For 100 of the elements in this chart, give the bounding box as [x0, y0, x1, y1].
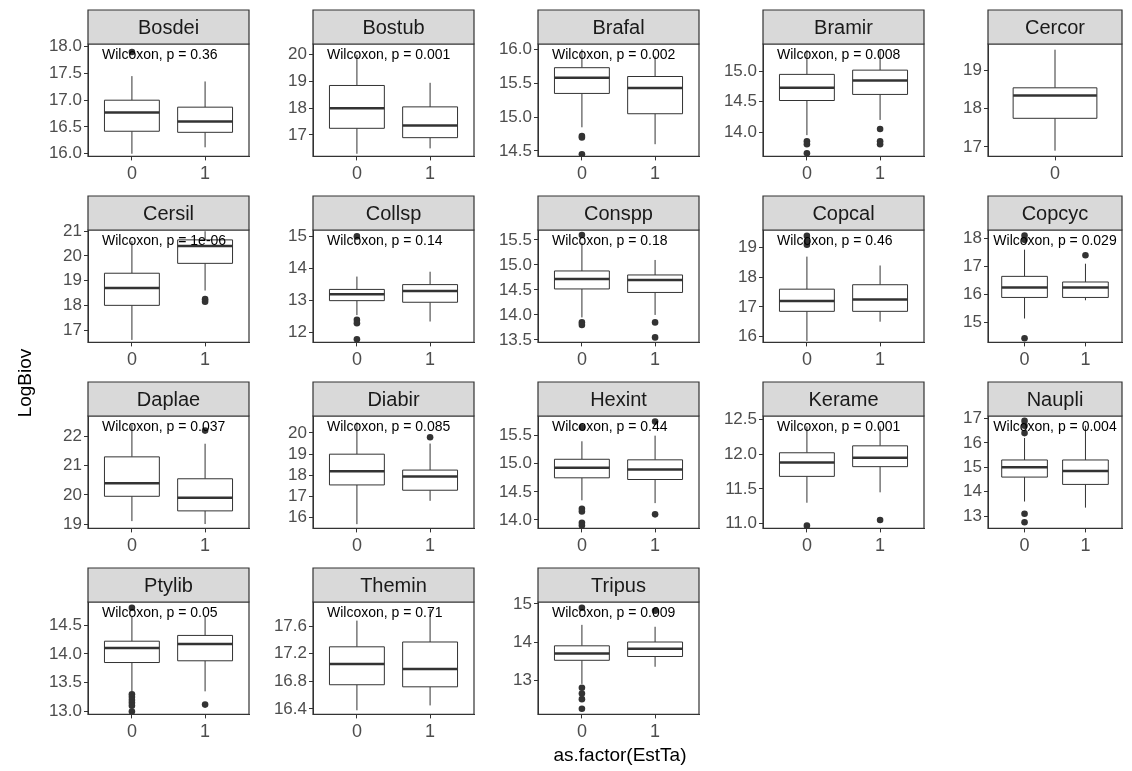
- x-tick-label: 0: [126, 535, 137, 556]
- annotation: Wilcoxon, p = 0.008: [777, 45, 901, 62]
- y-tick-label: 22: [63, 426, 82, 446]
- x-tick-label: 1: [425, 349, 436, 370]
- x-tick-label: 0: [1019, 349, 1030, 370]
- annotation: Wilcoxon, p = 0.085: [327, 417, 451, 434]
- y-tick-label: 15: [288, 226, 307, 246]
- y-tick-label: 18: [738, 267, 757, 287]
- x-tick-label: 0: [126, 349, 137, 370]
- y-tick-label: 14: [963, 481, 982, 501]
- y-tick-label: 16: [288, 507, 307, 527]
- y-tick-label: 17: [963, 408, 982, 428]
- y-tick-label: 14.0: [498, 509, 532, 529]
- annotation: Wilcoxon, p = 0.44: [552, 417, 668, 434]
- y-tick-label: 20: [288, 422, 307, 442]
- y-tick-label: 16.4: [273, 698, 307, 718]
- y-tick-label: 17: [963, 256, 982, 276]
- annotation: Wilcoxon, p = 0.002: [552, 45, 676, 62]
- y-tick-label: 13: [963, 505, 982, 525]
- y-tick-label: 17: [288, 124, 307, 144]
- y-tick-label: 19: [288, 71, 307, 91]
- y-tick-label: 14: [288, 258, 307, 278]
- y-tick-label: 12.0: [723, 443, 757, 463]
- y-tick-label: 14.0: [498, 304, 532, 324]
- chart-title: Conspp: [584, 201, 653, 224]
- x-tick-label: 0: [801, 163, 812, 184]
- annotation: Wilcoxon, p = 0.037: [102, 417, 226, 434]
- y-tick-label: 17: [963, 136, 982, 156]
- x-tick-label: 1: [650, 349, 661, 370]
- chart-title: Ptylib: [144, 573, 193, 596]
- y-tick-label: 17: [63, 319, 82, 339]
- y-tick-label: 19: [288, 443, 307, 463]
- y-tick-label: 14.0: [723, 121, 757, 141]
- chart-title: Collsp: [365, 201, 422, 224]
- x-tick-label: 0: [1049, 163, 1061, 184]
- x-tick-label: 1: [200, 349, 211, 370]
- y-tick-label: 17: [738, 296, 757, 316]
- x-tick-label: 1: [425, 535, 436, 556]
- y-tick-label: 19: [963, 60, 982, 80]
- x-tick-label: 1: [875, 535, 886, 556]
- y-tick-label: 16.0: [498, 39, 532, 59]
- y-tick-label: 13: [513, 669, 532, 689]
- y-tick-label: 13.5: [48, 672, 82, 692]
- y-tick-label: 20: [63, 484, 82, 504]
- y-tick-label: 15.5: [498, 229, 532, 249]
- y-tick-label: 15: [513, 593, 532, 613]
- chart-title: Themin: [360, 573, 427, 596]
- annotation: Wilcoxon, p = 0.36: [102, 45, 218, 62]
- y-tick-label: 15.0: [498, 453, 532, 473]
- y-tick-label: 21: [63, 455, 82, 475]
- x-tick-label: 1: [425, 163, 436, 184]
- chart-title: Daplae: [136, 387, 201, 410]
- y-tick-label: 14: [513, 631, 532, 651]
- y-tick-label: 15.5: [498, 425, 532, 445]
- y-tick-label: 17: [288, 486, 307, 506]
- chart-title: Naupli: [1026, 387, 1084, 410]
- x-tick-label: 1: [650, 721, 661, 742]
- x-tick-label: 1: [1080, 349, 1091, 370]
- x-tick-label: 0: [576, 721, 587, 742]
- y-tick-label: 17.6: [273, 615, 307, 635]
- y-tick-label: 19: [63, 513, 82, 533]
- y-tick-label: 19: [738, 237, 757, 257]
- y-tick-label: 17.0: [48, 89, 82, 109]
- x-tick-label: 1: [425, 721, 436, 742]
- chart-title: Tripus: [591, 573, 646, 596]
- y-tick-label: 21: [63, 220, 82, 240]
- y-tick-label: 18: [963, 98, 982, 118]
- chart-title: Cersil: [142, 201, 195, 224]
- chart-title: Copcyc: [1021, 201, 1089, 224]
- annotation: Wilcoxon, p = 0.14: [327, 231, 443, 248]
- y-tick-label: 13.5: [498, 329, 532, 349]
- y-tick-label: 18.0: [48, 36, 82, 56]
- chart-title: Copcal: [812, 201, 875, 224]
- y-tick-label: 14.0: [48, 643, 82, 663]
- chart-title: Hexint: [590, 387, 648, 410]
- x-tick-label: 0: [351, 163, 362, 184]
- y-tick-label: 14.5: [48, 614, 82, 634]
- y-tick-label: 15: [963, 312, 982, 332]
- y-tick-label: 15.0: [498, 254, 532, 274]
- annotation: Wilcoxon, p = 0.001: [777, 417, 901, 434]
- x-tick-label: 0: [801, 535, 812, 556]
- y-tick-label: 12: [288, 322, 307, 342]
- annotation: Wilcoxon, p = 0.18: [552, 231, 668, 248]
- chart-title: Brafal: [592, 15, 645, 38]
- x-tick-label: 0: [801, 349, 812, 370]
- y-tick-label: 16: [963, 284, 982, 304]
- y-tick-label: 14.5: [498, 140, 532, 160]
- x-tick-label: 0: [351, 535, 362, 556]
- y-tick-label: 16: [963, 432, 982, 452]
- y-tick-label: 19: [63, 270, 82, 290]
- y-tick-label: 16.8: [273, 670, 307, 690]
- x-tick-label: 0: [126, 163, 137, 184]
- y-tick-label: 14.5: [498, 279, 532, 299]
- chart-title: Bosdei: [137, 15, 200, 38]
- y-tick-label: 18: [63, 295, 82, 315]
- y-tick-label: 13.0: [48, 701, 82, 721]
- y-tick-label: 11.0: [725, 513, 757, 533]
- x-tick-label: 0: [576, 163, 587, 184]
- y-tick-label: 18: [288, 97, 307, 117]
- x-tick-label: 1: [200, 163, 211, 184]
